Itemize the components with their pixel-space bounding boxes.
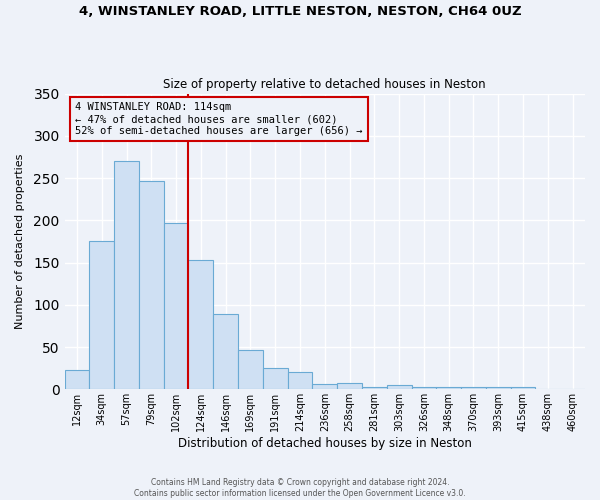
Text: 4, WINSTANLEY ROAD, LITTLE NESTON, NESTON, CH64 0UZ: 4, WINSTANLEY ROAD, LITTLE NESTON, NESTO… [79, 5, 521, 18]
Bar [337, 382, 362, 390]
X-axis label: Distribution of detached houses by size in Neston: Distribution of detached houses by size … [178, 437, 472, 450]
Bar [412, 387, 436, 390]
Y-axis label: Number of detached properties: Number of detached properties [15, 154, 25, 329]
Bar [362, 387, 387, 390]
Bar [263, 368, 287, 390]
Bar [436, 387, 461, 390]
Bar [238, 350, 263, 390]
Bar [387, 385, 412, 390]
Bar [188, 260, 213, 390]
Title: Size of property relative to detached houses in Neston: Size of property relative to detached ho… [163, 78, 486, 91]
Bar [213, 314, 238, 390]
Bar [486, 387, 511, 390]
Bar [313, 384, 337, 390]
Bar [164, 223, 188, 390]
Bar [65, 370, 89, 390]
Text: 4 WINSTANLEY ROAD: 114sqm
← 47% of detached houses are smaller (602)
52% of semi: 4 WINSTANLEY ROAD: 114sqm ← 47% of detac… [75, 102, 362, 136]
Bar [139, 182, 164, 390]
Bar [89, 242, 114, 390]
Text: Contains HM Land Registry data © Crown copyright and database right 2024.
Contai: Contains HM Land Registry data © Crown c… [134, 478, 466, 498]
Bar [461, 387, 486, 390]
Bar [511, 387, 535, 390]
Bar [287, 372, 313, 390]
Bar [114, 161, 139, 390]
